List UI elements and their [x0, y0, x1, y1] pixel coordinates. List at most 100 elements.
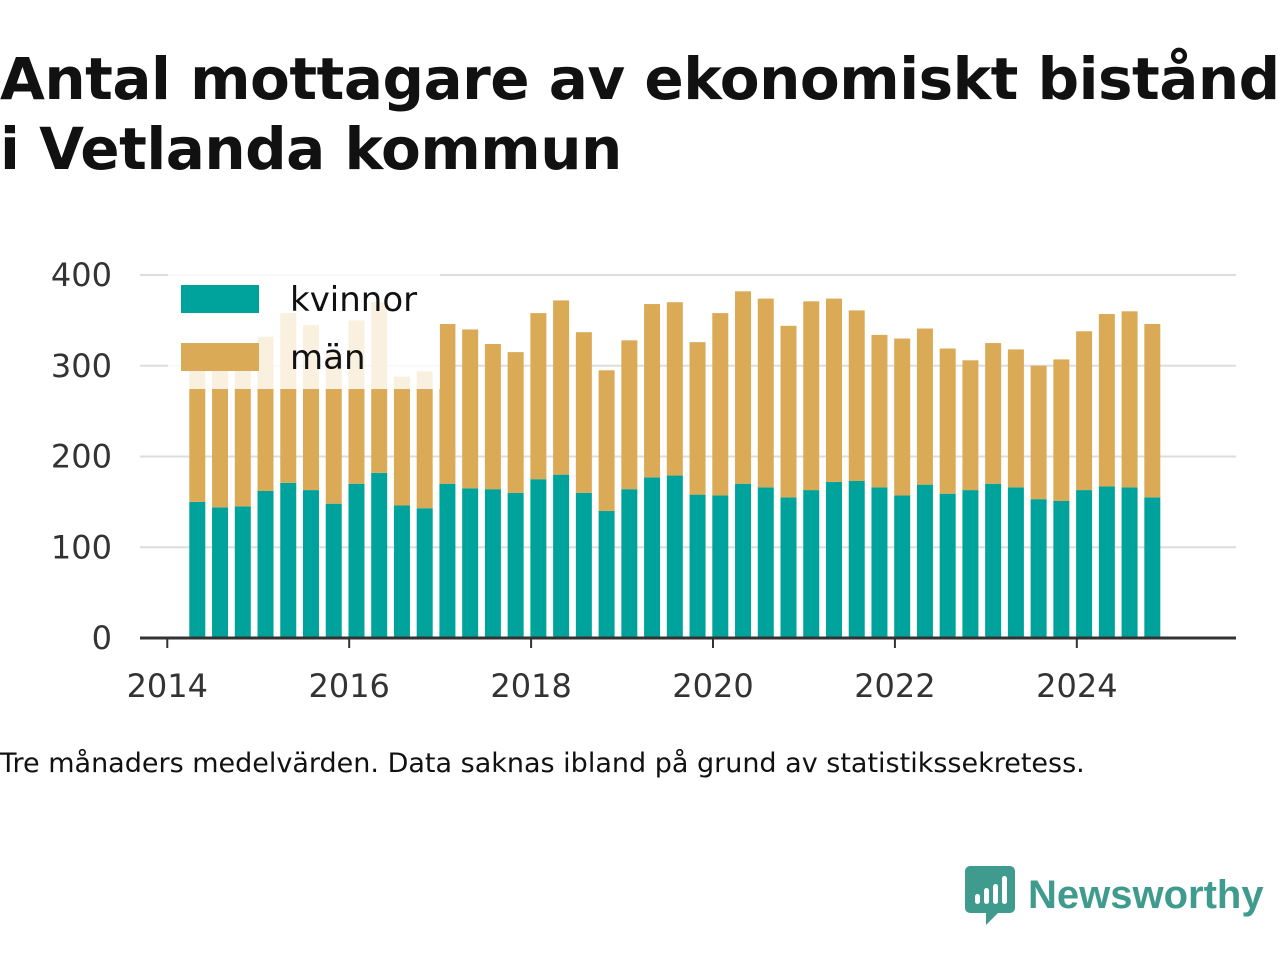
bar-man — [962, 360, 979, 491]
brand-logo[interactable]: Newsworthy — [964, 862, 1264, 928]
bar-kvinnor — [916, 484, 933, 638]
bar-man — [1098, 314, 1115, 487]
bar-kvinnor — [189, 501, 206, 638]
bar-kvinnor — [325, 503, 342, 638]
bar-kvinnor — [1053, 500, 1070, 638]
brand-name: Newsworthy — [1028, 873, 1264, 917]
bar-kvinnor — [212, 507, 229, 638]
bar-kvinnor — [848, 481, 865, 638]
newsworthy-logo-icon — [965, 866, 1015, 925]
bar-kvinnor — [439, 483, 456, 638]
bar-man — [1121, 311, 1138, 488]
y-tick-label: 200 — [51, 438, 112, 476]
y-tick-label: 0 — [92, 619, 112, 657]
bar-man — [689, 342, 706, 495]
x-tick-label: 2016 — [308, 667, 389, 705]
bar-man — [621, 340, 638, 490]
bar-kvinnor — [462, 488, 479, 638]
chart-title-line-1: Antal mottagare av ekonomiskt bistånd — [0, 45, 1280, 113]
bar-man — [234, 358, 251, 507]
legend: kvinnor män — [168, 271, 440, 389]
bar-man — [825, 298, 842, 482]
bar-kvinnor — [1098, 486, 1115, 638]
bar-man — [1076, 331, 1093, 491]
bar-man — [212, 357, 229, 508]
x-tick-label: 2018 — [490, 667, 571, 705]
bar-kvinnor — [985, 483, 1002, 638]
bar-kvinnor — [780, 497, 797, 638]
bar-kvinnor — [962, 490, 979, 638]
bar-man — [1007, 349, 1024, 488]
bar-kvinnor — [1030, 499, 1047, 638]
bar-man — [553, 300, 570, 475]
bar-man — [325, 353, 342, 504]
bar-man — [735, 291, 752, 484]
bar-man — [916, 328, 933, 485]
y-tick-label: 400 — [51, 256, 112, 294]
bar-man — [780, 325, 797, 498]
axes: 0 100 200 300 400 2014 2016 2018 2020 2022 2024 — [51, 256, 1236, 705]
bar-kvinnor — [689, 494, 706, 638]
bar-man — [1053, 359, 1070, 501]
chart-note: Tre månaders medelvärden. Data saknas ib… — [0, 748, 1085, 779]
bar-kvinnor — [507, 492, 524, 638]
bar-kvinnor — [644, 477, 661, 638]
bar-man — [644, 304, 661, 478]
bar-man — [439, 324, 456, 484]
bar-kvinnor — [302, 490, 319, 638]
legend-swatch — [181, 285, 259, 313]
bar-kvinnor — [598, 510, 615, 638]
x-tick-label: 2024 — [1036, 667, 1117, 705]
bar-kvinnor — [735, 483, 752, 638]
bar-kvinnor — [803, 490, 820, 638]
bar-man — [757, 298, 774, 488]
chart-title-line-2: i Vetlanda kommun — [0, 115, 622, 183]
bar-kvinnor — [484, 489, 501, 638]
bar-kvinnor — [712, 495, 729, 638]
bar-kvinnor — [939, 493, 956, 638]
bar-man — [712, 313, 729, 496]
bar-man — [848, 310, 865, 482]
bar-man — [393, 376, 410, 506]
bar-kvinnor — [257, 490, 274, 638]
legend-label: kvinnor — [290, 280, 417, 320]
bar-kvinnor — [1076, 490, 1093, 638]
bar-kvinnor — [348, 483, 365, 638]
bar-kvinnor — [575, 492, 592, 638]
bar-man — [575, 332, 592, 493]
legend-label: män — [290, 338, 366, 378]
bar-kvinnor — [666, 475, 683, 638]
bar-kvinnor — [1007, 487, 1024, 638]
bar-man — [985, 343, 1002, 484]
bar-kvinnor — [825, 481, 842, 638]
x-tick-label: 2014 — [127, 667, 208, 705]
bar-man — [507, 352, 524, 493]
bar-man — [871, 334, 888, 488]
bar-kvinnor — [894, 495, 911, 638]
bar-kvinnor — [234, 506, 251, 638]
bar-man — [939, 348, 956, 494]
y-tick-label: 100 — [51, 528, 112, 566]
bar-man — [484, 343, 501, 490]
bar-man — [894, 338, 911, 496]
bar-man — [189, 367, 206, 502]
bar-man — [1144, 324, 1161, 498]
bar-man — [1030, 365, 1047, 500]
bar-man — [530, 313, 547, 480]
y-tick-label: 300 — [51, 347, 112, 385]
bar-kvinnor — [371, 472, 388, 638]
bar-kvinnor — [530, 479, 547, 638]
x-tick-label: 2020 — [672, 667, 753, 705]
bar-man — [462, 329, 479, 489]
x-tick-label: 2022 — [854, 667, 935, 705]
bar-kvinnor — [416, 508, 433, 638]
bar-man — [803, 301, 820, 491]
bar-kvinnor — [553, 474, 570, 638]
bar-man — [416, 371, 433, 509]
bar-kvinnor — [621, 489, 638, 638]
bar-man — [666, 302, 683, 476]
chart-title: Antal mottagare av ekonomiskt bistånd i … — [0, 44, 1280, 184]
bars — [189, 291, 1161, 638]
bar-kvinnor — [757, 487, 774, 638]
